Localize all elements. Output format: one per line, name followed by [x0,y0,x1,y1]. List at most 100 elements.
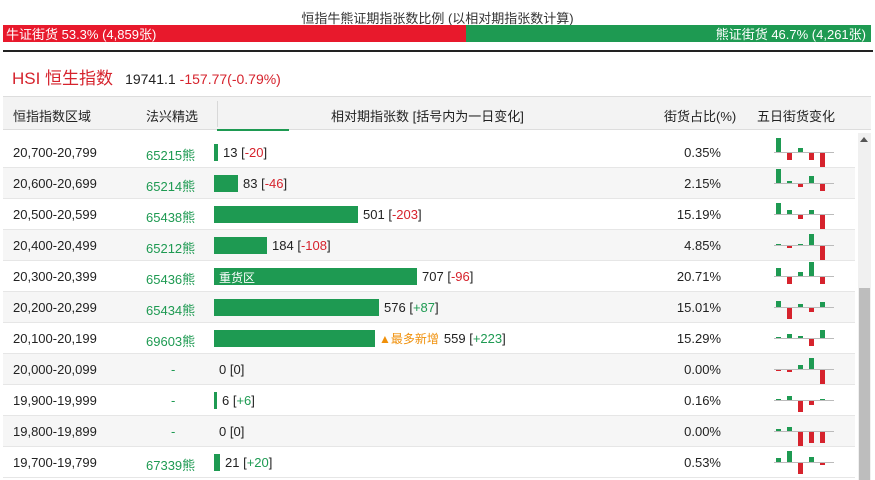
contracts-value: 0 [0] [219,362,244,377]
vertical-scrollbar[interactable] [858,133,871,480]
day-change: -20 [244,145,264,160]
range-cell: 20,400-20,499 [13,238,97,253]
sparkline-bar-decrease [798,215,803,219]
sparkline-bar-increase [809,234,814,245]
sparkline-baseline [774,369,834,370]
bracket-open: [ [229,393,237,408]
table-row: 19,900-19,999 - 6 [+6] 0.16% [3,385,855,416]
sparkline-baseline [774,152,834,153]
sparkline-bar-decrease [820,215,825,229]
sparkline-bar-increase [776,244,781,245]
contracts-count: 21 [225,455,240,470]
share-cell: 0.00% [684,362,721,377]
sparkline-bar-increase [798,244,803,245]
day-change: +87 [412,300,435,315]
contracts-cell: 6 [+6] [214,391,255,410]
sparkline-bar-decrease [798,401,803,412]
bracket-open: [ [293,238,301,253]
five-day-sparkline [774,385,834,416]
index-header: HSI 恒生指数 19741.1 -157.77(-0.79%) [12,64,281,89]
contracts-value: 21 [+20] [225,455,272,470]
bracket-close: ] [435,300,439,315]
contracts-count: 13 [223,145,238,160]
bracket-open: [ [237,145,245,160]
range-cell: 20,700-20,799 [13,145,97,160]
sparkline-bar-decrease [787,153,792,160]
table-row: 20,600-20,699 65214熊 83 [-46] 2.15% [3,168,855,199]
share-cell: 15.01% [676,300,721,315]
five-day-sparkline [774,230,834,261]
sparkline-bar-increase [776,399,781,400]
bracket-open: [ [405,300,413,315]
bracket-open: [ [226,424,234,439]
table-row: 20,200-20,299 65434熊 576 [+87] 15.01% [3,292,855,323]
five-day-sparkline [774,137,834,168]
sparkline-bar-increase [798,272,803,276]
day-change: 0 [233,424,241,439]
contracts-value: 707 [-96] [422,269,473,284]
sparkline-bar-increase [787,427,792,431]
five-day-sparkline [774,323,834,354]
heavy-zone-label: 重货区 [219,271,256,285]
sparkline-bar-increase [776,268,781,276]
sparkline-baseline [774,462,834,463]
bracket-open: [ [226,362,234,377]
warrant-code-link[interactable]: 65214熊 [146,179,196,194]
bull-share-label: 牛证街货 53.3% (4,859张) [6,27,157,42]
warrant-code-link[interactable]: 65434熊 [146,303,196,318]
table-row: 20,100-20,199 69603熊 ▲最多新增 559 [+223] 15.29% [3,323,855,354]
sparkline-bar-increase [809,358,814,369]
day-change: -108 [300,238,327,253]
bracket-close: ] [263,145,268,160]
contracts-value: 576 [+87] [384,300,439,315]
share-cell: 0.53% [684,455,721,470]
contracts-value: 501 [-203] [363,207,422,222]
sparkline-bar-decrease [809,153,814,160]
warrant-code-link[interactable]: 65212熊 [146,241,196,256]
warrant-code-link[interactable]: 65436熊 [146,272,196,287]
contracts-cell: 0 [0] [214,360,244,379]
sparkline-bar-decrease [787,246,792,248]
range-cell: 20,600-20,699 [13,176,97,191]
sparkline-bar-increase [809,457,814,462]
sparkline-bar-decrease [820,246,825,260]
sparkline-bar-increase [798,336,803,338]
sparkline-bar-decrease [787,370,792,372]
index-name[interactable]: HSI 恒生指数 [12,69,114,88]
sparkline-baseline [774,400,834,401]
header-share: 街货占比(%) [664,109,737,124]
contracts-value: 6 [+6] [222,393,255,408]
contracts-bar [214,454,220,471]
most-added-badge: ▲最多新增 [379,332,439,346]
ratio-title: 恒指牛熊证期指张数比例 (以相对期指张数计算) [301,11,574,26]
warrant-code-link[interactable]: 69603熊 [146,334,196,349]
scroll-up-icon[interactable] [860,137,868,142]
sparkline-bar-increase [787,181,792,183]
sparkline-bar-decrease [776,370,781,371]
bracket-close: ] [502,331,506,346]
contracts-count: 83 [243,176,258,191]
contracts-cell: 184 [-108] [214,236,331,255]
contracts-bar [214,175,238,192]
warrant-code-link[interactable]: 65438熊 [146,210,196,225]
sparkline-bar-decrease [809,339,814,346]
scroll-thumb[interactable] [859,288,870,480]
warrant-code-link[interactable]: 65215熊 [146,148,196,163]
sparkline-baseline [774,245,834,246]
table-row: 20,300-20,399 65436熊 重货区 707 [-96] 20.71% [3,261,855,292]
share-cell: 4.85% [684,238,721,253]
sparkline-bar-increase [787,396,792,400]
five-day-sparkline [774,416,834,447]
range-cell: 19,700-19,799 [13,455,97,470]
contracts-bar [214,330,375,347]
five-day-sparkline [774,292,834,323]
sparkline-bar-increase [809,262,814,276]
contracts-count: 0 [219,362,227,377]
bracket-close: ] [240,424,245,439]
contracts-cell: ▲最多新增 559 [+223] [214,329,506,348]
warrant-code-link[interactable]: 67339熊 [146,458,196,473]
five-day-sparkline [774,168,834,199]
share-cell: 0.16% [684,393,721,408]
sparkline-bar-decrease [798,463,803,474]
sparkline-bar-decrease [809,401,814,405]
